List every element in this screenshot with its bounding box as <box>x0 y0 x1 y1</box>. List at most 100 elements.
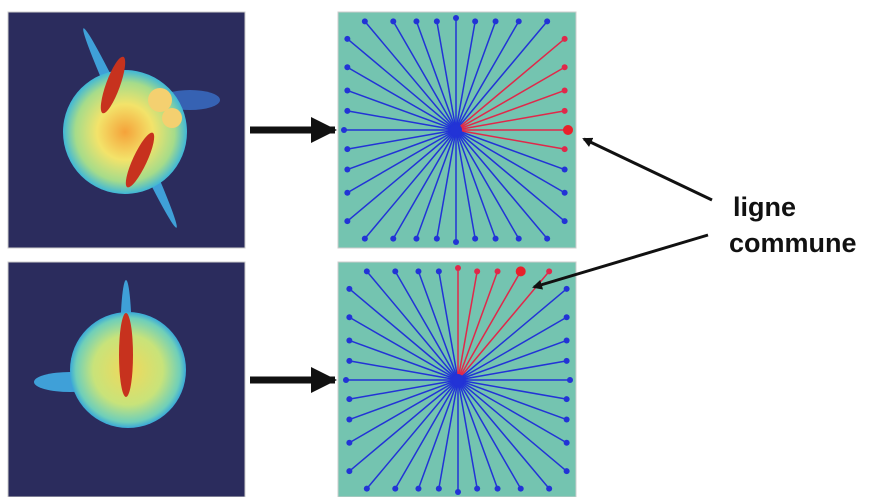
ray-end <box>344 166 351 173</box>
ray-end <box>472 235 479 242</box>
ray <box>455 129 566 222</box>
ray-end <box>344 189 351 196</box>
ray <box>415 129 457 239</box>
ray <box>455 89 565 131</box>
ray <box>436 21 457 131</box>
ray-end <box>563 125 573 135</box>
ray-end <box>346 396 353 403</box>
ray <box>457 360 567 381</box>
ray-end <box>435 268 442 275</box>
ray <box>347 89 457 131</box>
ray <box>415 21 457 131</box>
ray-end <box>546 268 553 275</box>
ray-end <box>563 314 570 321</box>
ray-end <box>363 485 370 492</box>
ray-end <box>363 268 370 275</box>
ray-end <box>452 374 464 386</box>
ray <box>347 110 457 131</box>
ray-end <box>344 218 351 225</box>
ray-end <box>546 485 553 492</box>
ray-end <box>517 485 524 492</box>
ray-end <box>435 485 442 492</box>
ray-end <box>343 377 349 383</box>
ray <box>366 270 459 381</box>
ray-end <box>413 235 420 242</box>
ray <box>457 379 567 421</box>
ray <box>347 129 457 150</box>
ray-end <box>561 189 568 196</box>
ray <box>417 271 459 381</box>
ray <box>457 379 478 489</box>
ray <box>457 379 567 400</box>
ray <box>366 379 459 490</box>
label: commune <box>729 228 857 258</box>
ray-end <box>455 489 461 495</box>
ray-end <box>563 416 570 423</box>
ray-end <box>361 235 368 242</box>
ray <box>364 20 457 131</box>
ray-end <box>563 285 570 292</box>
ray-end <box>515 18 522 25</box>
ray <box>346 129 457 222</box>
ray-end <box>474 485 481 492</box>
ray-end <box>344 146 351 153</box>
ray <box>349 360 459 381</box>
ray-end <box>392 268 399 275</box>
ray <box>349 379 459 421</box>
ray-end <box>433 235 440 242</box>
ray <box>457 270 522 381</box>
ray-end <box>515 235 522 242</box>
ray <box>457 379 522 490</box>
ray <box>455 20 520 131</box>
ray <box>455 129 520 240</box>
ray <box>348 316 459 381</box>
pointer-arrow <box>582 137 713 202</box>
pointer-arrow <box>532 233 709 290</box>
ray-end <box>392 485 399 492</box>
ray <box>457 316 568 381</box>
ray <box>364 129 457 240</box>
ray-end <box>361 18 368 25</box>
ray-end <box>344 107 351 114</box>
ray <box>455 129 497 239</box>
ray-end <box>561 166 568 173</box>
ray-end <box>544 18 551 25</box>
ray <box>348 379 459 444</box>
ray-end <box>563 468 570 475</box>
ray-end <box>390 18 397 25</box>
ray-end <box>413 18 420 25</box>
ray <box>455 38 566 131</box>
ray-end <box>561 218 568 225</box>
ray <box>348 288 459 381</box>
ray <box>455 129 566 194</box>
ray-end <box>346 357 353 364</box>
ray <box>438 379 459 489</box>
ray <box>394 379 459 490</box>
ray-end <box>341 127 347 133</box>
ray-end <box>344 87 351 94</box>
ray <box>455 66 566 131</box>
ray <box>347 129 457 171</box>
ray <box>436 129 457 239</box>
ray <box>455 129 548 240</box>
ray <box>455 21 476 131</box>
ray-end <box>346 416 353 423</box>
ray-end <box>515 266 526 277</box>
ray-end <box>415 485 422 492</box>
ray-end <box>346 337 353 344</box>
ray-end <box>563 396 570 403</box>
ray <box>392 129 457 240</box>
ray-end <box>415 268 422 275</box>
ray-end <box>453 15 459 21</box>
ray <box>455 21 497 131</box>
ray-end <box>346 468 353 475</box>
ray-end <box>344 35 351 42</box>
ray <box>349 379 459 400</box>
ray <box>457 379 499 489</box>
ray <box>457 339 567 381</box>
ray-end <box>567 377 573 383</box>
ray-end <box>544 235 551 242</box>
ray-end <box>344 64 351 71</box>
ray-end <box>561 64 568 71</box>
